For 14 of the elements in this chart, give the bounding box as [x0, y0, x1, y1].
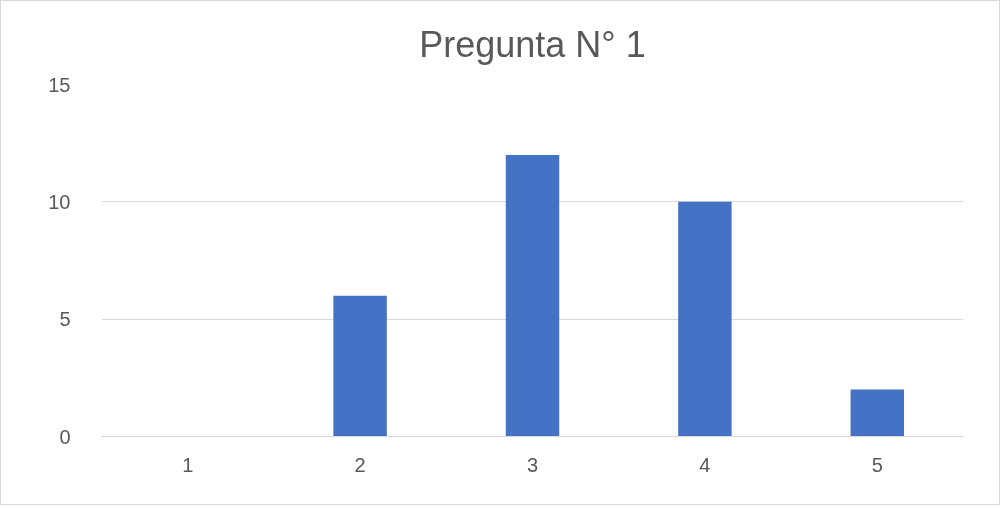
y-tick-label: 5: [59, 308, 71, 331]
bar: [333, 295, 387, 437]
chart-title: Pregunta N° 1: [419, 23, 646, 65]
y-tick-label: 0: [59, 425, 71, 448]
bar: [678, 201, 732, 437]
bar: [850, 389, 905, 437]
bar: [505, 154, 560, 437]
x-tick-label: 3: [526, 453, 539, 476]
x-tick-label: 1: [182, 453, 194, 476]
x-tick-label: 5: [871, 453, 883, 476]
x-tick-label: 2: [354, 453, 366, 476]
y-tick-label: 10: [48, 190, 71, 213]
y-tick-label: 15: [48, 73, 71, 96]
x-tick-label: 4: [699, 453, 711, 476]
